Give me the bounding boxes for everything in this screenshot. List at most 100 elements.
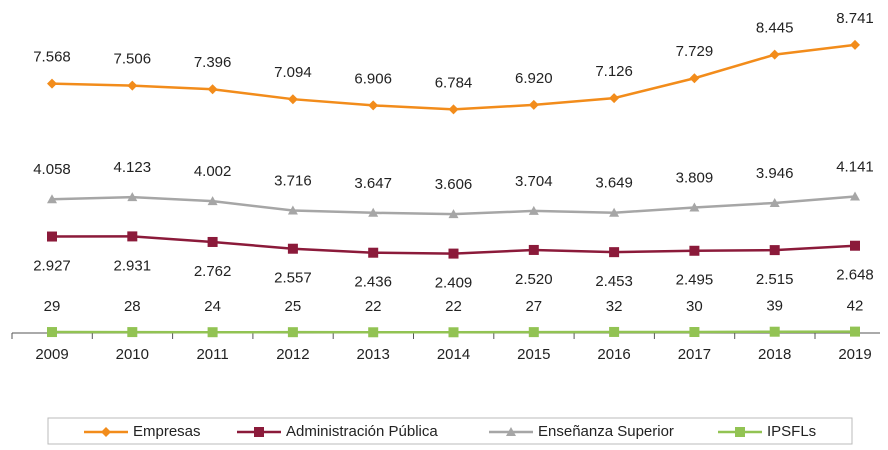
- marker: [127, 231, 138, 242]
- marker: [850, 240, 860, 251]
- data-label: 3.606: [435, 176, 473, 193]
- legend-label: IPSFLs: [767, 423, 816, 440]
- marker: [127, 80, 138, 91]
- data-label: 30: [686, 298, 703, 315]
- data-label: 2.515: [756, 271, 794, 288]
- marker: [689, 327, 700, 338]
- x-tick-label: 2011: [196, 346, 228, 363]
- data-label: 4.002: [194, 163, 232, 180]
- x-tick-label: 2019: [838, 346, 871, 363]
- marker: [287, 243, 298, 254]
- marker: [448, 104, 459, 115]
- data-label: 7.126: [595, 63, 633, 80]
- marker: [101, 427, 111, 437]
- marker: [287, 94, 298, 105]
- marker: [207, 196, 218, 206]
- marker: [207, 84, 218, 95]
- marker: [735, 427, 745, 437]
- marker: [769, 326, 780, 337]
- marker: [689, 202, 700, 212]
- marker: [207, 236, 218, 247]
- marker: [850, 326, 860, 337]
- marker: [609, 207, 620, 217]
- data-label: 8.445: [756, 20, 794, 37]
- data-label: 7.396: [194, 54, 232, 71]
- data-label: 3.716: [274, 172, 312, 189]
- data-label: 2.762: [194, 263, 232, 280]
- legend-label: Administración Pública: [286, 423, 438, 440]
- marker: [609, 247, 620, 258]
- data-label: 3.649: [595, 175, 633, 192]
- data-label: 2.520: [515, 271, 553, 288]
- data-label: 6.906: [354, 70, 392, 87]
- marker: [368, 247, 379, 258]
- data-label: 2.648: [836, 267, 874, 284]
- data-label: 6.784: [435, 74, 473, 91]
- data-label: 32: [606, 298, 623, 315]
- data-label: 4.058: [33, 161, 71, 178]
- data-label: 4.141: [836, 158, 874, 175]
- data-label: 4.123: [114, 159, 152, 176]
- data-label: 3.704: [515, 173, 553, 190]
- data-label: 2.927: [33, 257, 71, 274]
- marker: [448, 209, 459, 219]
- data-label: 24: [204, 298, 221, 315]
- marker: [609, 93, 620, 104]
- marker: [368, 327, 379, 338]
- data-label: 3.946: [756, 165, 794, 182]
- marker: [769, 49, 780, 60]
- data-label: 28: [124, 298, 141, 315]
- data-label: 7.506: [114, 51, 152, 68]
- x-tick-label: 2015: [517, 346, 550, 363]
- data-label: 2.931: [114, 257, 152, 274]
- data-label: 3.647: [354, 175, 392, 192]
- data-label: 42: [847, 298, 864, 315]
- marker: [528, 205, 539, 215]
- marker: [609, 326, 620, 337]
- data-label: 29: [44, 298, 61, 315]
- marker: [287, 205, 298, 215]
- marker: [528, 244, 539, 255]
- data-label: 22: [445, 298, 462, 315]
- legend-label: Enseñanza Superior: [538, 423, 674, 440]
- data-label: 27: [525, 298, 542, 315]
- x-tick-label: 2010: [116, 346, 149, 363]
- marker: [47, 231, 57, 242]
- x-tick-label: 2018: [758, 346, 791, 363]
- marker: [506, 427, 516, 436]
- legend-label: Empresas: [133, 423, 201, 440]
- data-label: 2.557: [274, 270, 312, 287]
- marker: [448, 327, 459, 338]
- marker: [127, 327, 138, 338]
- data-label: 3.809: [676, 169, 714, 186]
- marker: [207, 327, 218, 338]
- marker: [47, 78, 57, 89]
- data-label: 7.729: [676, 43, 714, 60]
- data-label: 22: [365, 298, 382, 315]
- marker: [368, 100, 379, 111]
- x-tick-label: 2017: [678, 346, 711, 363]
- data-label: 39: [766, 298, 783, 315]
- legend-box: [47, 417, 853, 445]
- x-tick-label: 2014: [437, 346, 470, 363]
- data-label: 6.920: [515, 70, 553, 87]
- marker: [47, 194, 57, 204]
- x-tick-label: 2016: [597, 346, 630, 363]
- marker: [287, 327, 298, 338]
- marker: [528, 99, 539, 110]
- data-label: 25: [285, 298, 302, 315]
- x-tick-label: 2009: [35, 346, 68, 363]
- marker: [528, 327, 539, 338]
- data-label: 2.453: [595, 273, 633, 290]
- data-label: 7.568: [33, 49, 71, 66]
- marker: [47, 327, 57, 338]
- marker: [850, 191, 860, 201]
- marker: [689, 73, 700, 84]
- data-label: 2.436: [354, 274, 392, 291]
- marker: [254, 427, 264, 437]
- data-label: 8.741: [836, 10, 874, 27]
- marker: [127, 192, 138, 202]
- marker: [769, 245, 780, 256]
- data-label: 2.495: [676, 272, 714, 289]
